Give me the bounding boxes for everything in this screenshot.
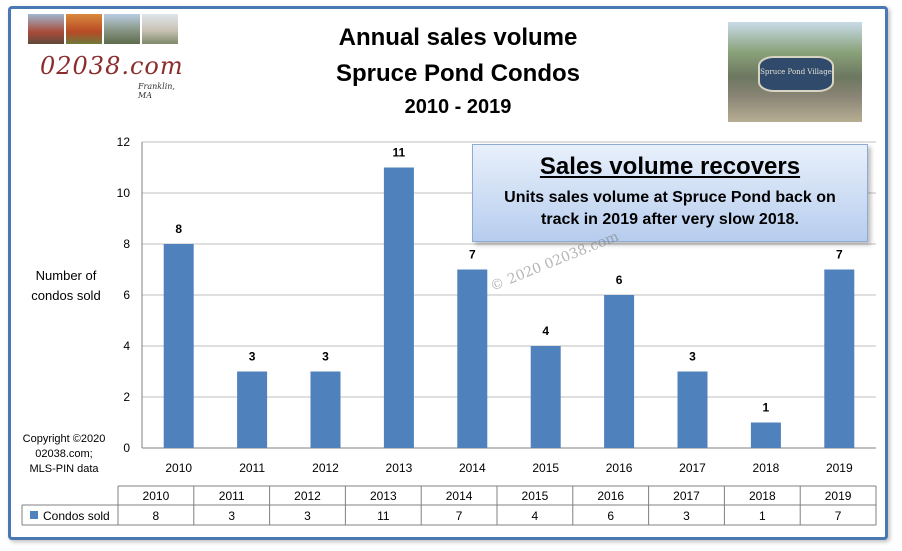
table-value-2016: 6: [607, 509, 614, 523]
x-category-2012: 2012: [312, 461, 339, 475]
copyright-line3: MLS-PIN data: [29, 463, 99, 475]
table-value-2010: 8: [153, 509, 160, 523]
callout-heading: Sales volume recovers: [539, 153, 801, 180]
table-header-2014: 2014: [446, 489, 473, 503]
x-category-2018: 2018: [753, 461, 780, 475]
data-label-2019: 7: [836, 248, 843, 262]
copyright-note: Copyright ©2020 02038.com; MLS-PIN data: [12, 432, 116, 477]
x-category-2019: 2019: [826, 461, 853, 475]
table-header-2016: 2016: [597, 489, 624, 503]
logo-text: 02038.com: [40, 52, 184, 80]
copyright-line1: Copyright ©2020: [22, 433, 106, 445]
y-tick-label: 6: [123, 288, 130, 302]
bar-2012: [310, 371, 341, 448]
data-label-2018: 1: [763, 401, 770, 415]
table-header-2019: 2019: [825, 489, 852, 503]
logo-subtext: Franklin, MA: [138, 82, 175, 100]
bar-2014: [457, 269, 488, 448]
legend-key: [30, 511, 38, 519]
x-category-2010: 2010: [165, 461, 192, 475]
x-category-2017: 2017: [679, 461, 706, 475]
data-label-2015: 4: [542, 324, 549, 338]
data-label-2010: 8: [175, 222, 182, 236]
data-label-2016: 6: [616, 273, 623, 287]
logo-photo-3: [104, 14, 140, 44]
table-value-2012: 3: [304, 509, 311, 523]
bar-2017: [677, 371, 708, 448]
x-category-2014: 2014: [459, 461, 486, 475]
y-tick-label: 4: [123, 339, 130, 353]
bar-2019: [824, 269, 855, 448]
y-tick-label: 12: [117, 135, 131, 149]
data-table: 2010 8 2011 3 2012 3 2013 11 2014 7 2015 4 2016 6 2017…: [21, 485, 877, 526]
legend-series-name: Condos sold: [43, 509, 110, 523]
table-value-2013: 11: [377, 509, 390, 523]
y-tick-label: 10: [117, 186, 131, 200]
table-value-2017: 3: [683, 509, 690, 523]
chart-title-line1: Annual sales volume: [338, 24, 578, 51]
y-tick-label: 8: [123, 237, 130, 251]
data-labels: 8 3 3 11 7 4 6 3 1 7: [175, 146, 843, 415]
site-logo[interactable]: 02038.com Franklin, MA: [26, 14, 186, 100]
table-header-2017: 2017: [673, 489, 700, 503]
y-axis-ticks: 0 2 4 6 8 10 12: [117, 135, 131, 455]
x-category-2011: 2011: [239, 461, 265, 475]
table-value-2011: 3: [228, 509, 235, 523]
table-header-2015: 2015: [522, 489, 549, 503]
table-value-2018: 1: [759, 509, 766, 523]
x-category-2015: 2015: [532, 461, 559, 475]
bar-2011: [237, 371, 268, 448]
bar-2018: [750, 422, 781, 448]
logo-photo-1: [28, 14, 64, 44]
data-label-2013: 11: [393, 146, 406, 160]
data-label-2011: 3: [249, 350, 256, 364]
data-label-2017: 3: [689, 350, 696, 364]
x-category-2016: 2016: [606, 461, 633, 475]
x-category-2013: 2013: [386, 461, 413, 475]
copyright-line2: 02038.com;: [35, 448, 93, 460]
chart-subtitle: 2010 - 2019: [404, 96, 512, 118]
bar-2015: [530, 346, 561, 448]
table-header-2013: 2013: [370, 489, 397, 503]
data-label-2014: 7: [469, 248, 476, 262]
callout-body: Units sales volume at Spruce Pond back o…: [504, 189, 836, 228]
table-header-2018: 2018: [749, 489, 776, 503]
table-value-2015: 4: [532, 509, 539, 523]
table-header-2010: 2010: [143, 489, 170, 503]
y-tick-label: 2: [123, 390, 130, 404]
annotation-callout: Sales volume recovers Units sales volume…: [472, 144, 868, 242]
table-header-2012: 2012: [294, 489, 321, 503]
chart-title-line2: Spruce Pond Condos: [335, 60, 580, 87]
table-header-2011: 2011: [219, 489, 245, 503]
sign-text: Spruce Pond Village: [758, 56, 834, 92]
table-value-2014: 7: [456, 509, 463, 523]
y-axis-label-line2: condos sold: [31, 288, 101, 303]
bar-series: [163, 167, 855, 448]
y-axis-label: Number of condos sold: [20, 266, 112, 306]
data-label-2012: 3: [322, 350, 329, 364]
logo-photo-4: [142, 14, 178, 44]
x-axis-categories: 2010 2011 2012 2013 2014 2015 2016 2017 2018 2019: [165, 461, 853, 475]
bar-2010: [163, 244, 194, 448]
bar-2016: [604, 295, 635, 448]
logo-photo-2: [66, 14, 102, 44]
spruce-pond-sign-photo: Spruce Pond Village: [728, 22, 862, 122]
y-axis-label-line1: Number of: [35, 268, 97, 283]
table-value-2019: 7: [835, 509, 842, 523]
bar-2013: [383, 167, 414, 448]
y-tick-label: 0: [123, 441, 130, 455]
